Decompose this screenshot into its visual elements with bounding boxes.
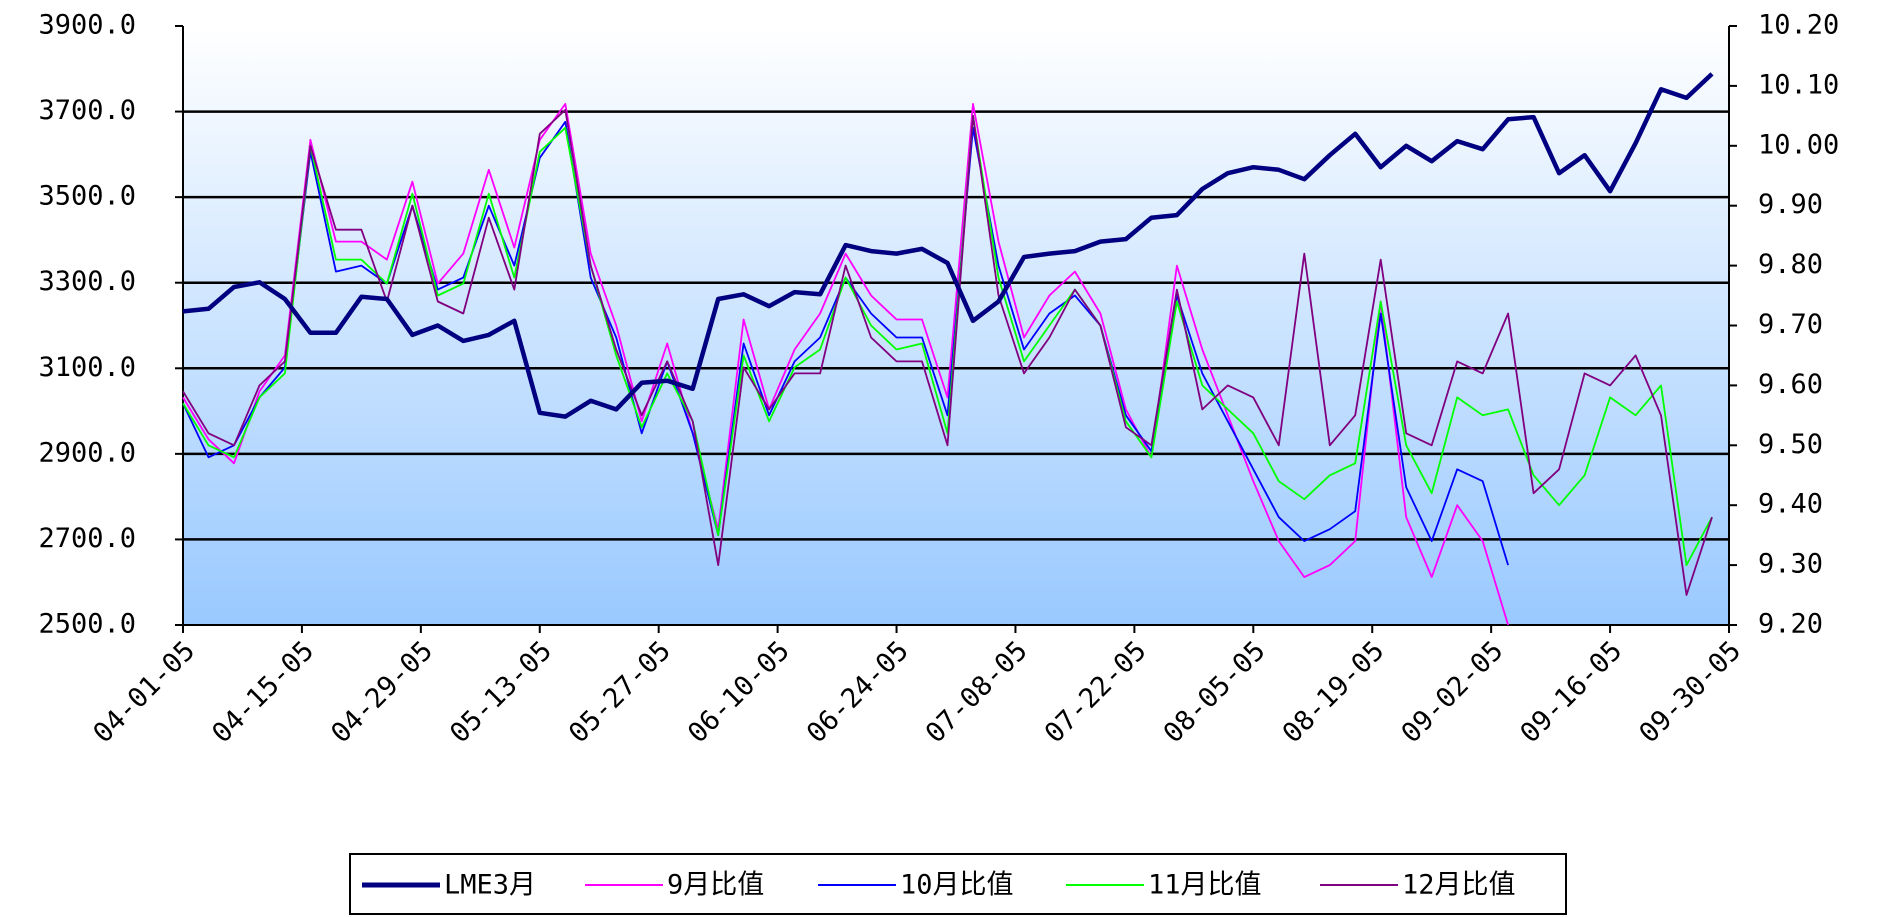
x-tick-label: 07-08-05 [920,635,1034,749]
legend-label: 9月比值 [667,870,764,901]
y-tick-label: 3500.0 [38,181,136,212]
y2-tick-label: 10.10 [1758,69,1839,100]
series-line [182,72,1714,419]
y-tick-label: 3700.0 [38,95,136,126]
y-tick-label: 3900.0 [38,10,136,41]
x-tick-label: 05-27-05 [563,635,677,749]
y-tick-label: 3300.0 [38,266,136,297]
x-tick-label: 04-15-05 [206,635,320,749]
x-tick-label: 09-30-05 [1633,635,1747,749]
y2-tick-label: 10.20 [1758,10,1839,41]
x-tick-label: 05-13-05 [444,635,558,749]
y2-tick-label: 9.30 [1758,549,1823,580]
y2-tick-label: 9.80 [1758,249,1823,280]
legend-label: 12月比值 [1402,870,1516,901]
x-tick-label: 09-02-05 [1396,635,1510,749]
series-line [182,103,1509,626]
legend-label: 11月比值 [1148,870,1262,901]
y2-tick-label: 10.00 [1758,129,1839,160]
y-tick-label: 2700.0 [38,523,136,554]
x-tick-label: 06-24-05 [801,635,915,749]
series-line [182,109,1713,596]
y2-tick-label: 9.20 [1758,609,1823,640]
series-line [182,114,1713,566]
x-tick-label: 07-22-05 [1039,635,1153,749]
y2-tick-label: 9.70 [1758,309,1823,340]
x-tick-label: 08-19-05 [1277,635,1391,749]
legend-label: LME3月 [444,870,536,901]
y2-tick-label: 9.90 [1758,189,1823,220]
legend-label: 10月比值 [900,870,1014,901]
y-tick-label: 3100.0 [38,352,136,383]
y2-tick-label: 9.50 [1758,429,1823,460]
x-tick-label: 09-16-05 [1514,635,1628,749]
x-tick-label: 04-29-05 [325,635,439,749]
x-tick-label: 06-10-05 [682,635,796,749]
x-tick-label: 08-05-05 [1158,635,1272,749]
x-tick-label: 04-01-05 [87,635,201,749]
y2-tick-label: 9.60 [1758,369,1823,400]
y2-tick-label: 9.40 [1758,489,1823,520]
y-tick-label: 2900.0 [38,437,136,468]
y-tick-label: 2500.0 [38,609,136,640]
